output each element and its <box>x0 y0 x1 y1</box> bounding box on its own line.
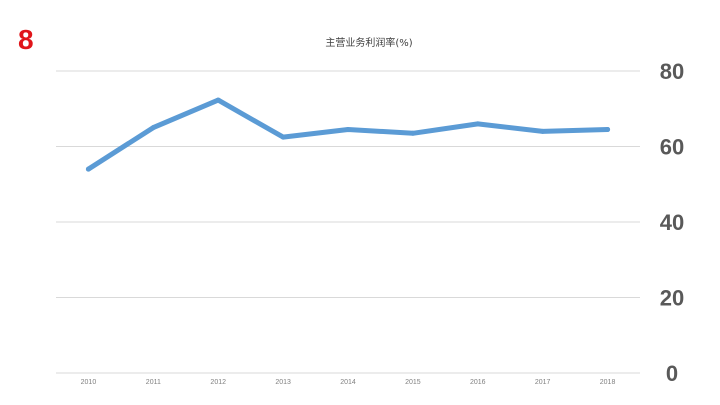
data-point <box>85 166 91 172</box>
x-tick-label: 2017 <box>535 379 551 386</box>
data-point <box>605 127 611 133</box>
data-point <box>280 134 286 140</box>
data-point <box>215 97 221 103</box>
x-tick-label: 2018 <box>600 379 616 386</box>
x-axis: 2010 2011 2012 2013 2014 2015 2016 2017 2018 <box>81 379 616 386</box>
x-tick-label: 2011 <box>146 379 161 386</box>
chart-title: 主营业务利润率(%) <box>325 36 412 49</box>
y-tick-label: 20 <box>660 286 684 311</box>
x-tick-label: 2016 <box>470 379 486 386</box>
y-axis: 0 20 40 60 80 <box>660 59 684 386</box>
x-tick-label: 2013 <box>275 379 291 386</box>
series-group <box>85 97 611 172</box>
gridlines <box>56 70 640 374</box>
data-point <box>475 121 481 127</box>
x-tick-label: 2010 <box>81 379 97 386</box>
x-tick-label: 2015 <box>405 379 421 386</box>
series-line <box>85 97 611 172</box>
x-tick-label: 2014 <box>340 379 356 386</box>
y-tick-label: 40 <box>660 210 684 235</box>
page-number: 8 <box>18 24 34 55</box>
x-tick-label: 2012 <box>210 379 226 386</box>
y-tick-label: 80 <box>660 59 684 84</box>
data-point <box>150 125 156 131</box>
y-tick-label: 0 <box>666 361 678 386</box>
data-point <box>345 127 351 133</box>
data-point <box>410 130 416 136</box>
y-tick-label: 60 <box>660 135 684 160</box>
data-point <box>540 128 546 134</box>
